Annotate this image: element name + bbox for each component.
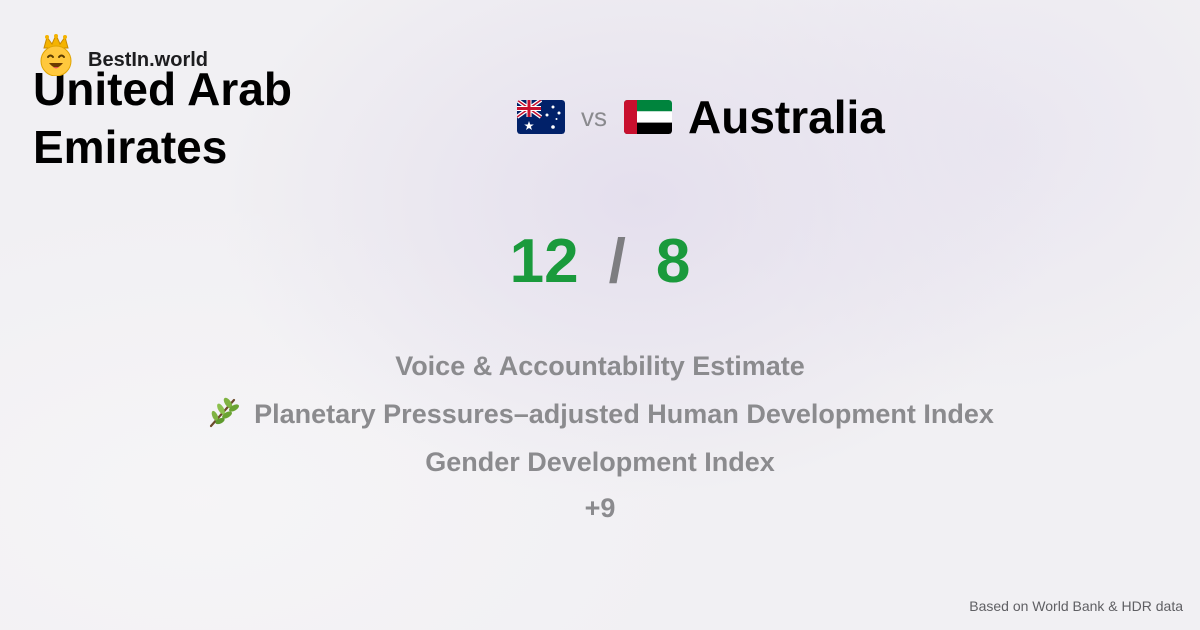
metric-item: Voice & Accountability Estimate [0, 342, 1200, 390]
score-summary: 12 / 8 [0, 226, 1200, 298]
metric-item: Gender Development Index [0, 438, 1200, 486]
more-metrics-count: +9 [584, 493, 616, 523]
comparison-header: vs Australia [517, 88, 885, 146]
country-right-name: Australia [688, 91, 885, 143]
data-source-note: Based on World Bank & HDR data [969, 598, 1183, 614]
score-left: 12 [509, 227, 579, 296]
brand-logo[interactable]: BestIn.world [38, 34, 208, 76]
metric-item: Planetary Pressures–adjusted Human Devel… [0, 390, 1200, 438]
country-left-name: United Arab Emirates [33, 63, 292, 173]
brand-name: BestIn.world [88, 48, 209, 71]
uae-flag-icon [624, 100, 672, 134]
metric-label: Gender Development Index [425, 447, 775, 477]
metric-label: Voice & Accountability Estimate [395, 351, 805, 381]
score-separator: / [608, 227, 626, 296]
australia-flag-icon [517, 100, 565, 134]
score-right: 8 [655, 227, 691, 296]
crown-smiley-icon [40, 34, 72, 76]
metric-list: Voice & Accountability Estimate Planetar… [0, 342, 1200, 530]
leaf-branch-icon [210, 397, 240, 428]
vs-label: vs [581, 101, 607, 132]
metric-label: Planetary Pressures–adjusted Human Devel… [254, 399, 994, 429]
